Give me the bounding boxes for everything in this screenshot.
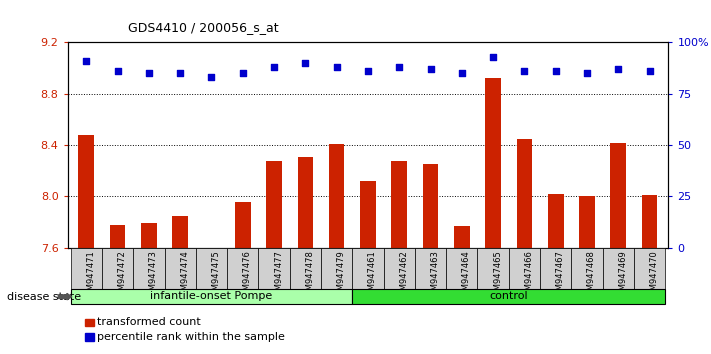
Bar (486, 78, 501, 248)
Text: GSM947470: GSM947470 (650, 250, 658, 301)
Point (582, 70, 593, 76)
Bar (78, 135, 94, 248)
FancyBboxPatch shape (289, 248, 321, 289)
Text: disease state: disease state (7, 292, 81, 302)
Bar (172, 216, 188, 248)
Bar (423, 164, 439, 248)
Text: infantile-onset Pompe: infantile-onset Pompe (150, 291, 272, 302)
FancyBboxPatch shape (384, 248, 415, 289)
Point (550, 68, 562, 74)
Bar (235, 201, 250, 248)
Bar (203, 248, 219, 249)
Point (112, 68, 123, 74)
Bar (611, 143, 626, 248)
Bar (579, 196, 595, 248)
FancyBboxPatch shape (70, 248, 102, 289)
Text: GSM947466: GSM947466 (525, 250, 533, 301)
Text: percentile rank within the sample: percentile rank within the sample (97, 332, 284, 342)
Bar (266, 161, 282, 248)
Text: GSM947464: GSM947464 (462, 250, 471, 301)
Bar (517, 139, 533, 248)
Point (237, 70, 248, 76)
Text: GSM947465: GSM947465 (493, 250, 502, 301)
FancyBboxPatch shape (102, 248, 133, 289)
Bar (548, 194, 564, 248)
Point (362, 68, 374, 74)
FancyBboxPatch shape (509, 248, 540, 289)
FancyBboxPatch shape (133, 248, 164, 289)
Point (80, 58, 92, 64)
FancyBboxPatch shape (447, 248, 478, 289)
FancyBboxPatch shape (196, 248, 227, 289)
Text: GSM947472: GSM947472 (117, 250, 127, 301)
Text: GSM947471: GSM947471 (86, 250, 95, 301)
Text: GSM947461: GSM947461 (368, 250, 377, 301)
Text: GSM947477: GSM947477 (274, 250, 283, 301)
Point (143, 70, 154, 76)
Text: GSM947474: GSM947474 (180, 250, 189, 301)
FancyBboxPatch shape (540, 248, 572, 289)
Text: GSM947478: GSM947478 (305, 250, 314, 301)
Point (205, 75, 217, 80)
FancyBboxPatch shape (352, 289, 665, 304)
FancyBboxPatch shape (352, 248, 384, 289)
FancyBboxPatch shape (227, 248, 258, 289)
Text: GSM947475: GSM947475 (211, 250, 220, 301)
Point (331, 64, 342, 70)
FancyBboxPatch shape (258, 248, 289, 289)
Text: GSM947468: GSM947468 (587, 250, 596, 301)
Bar (297, 157, 313, 248)
Text: GDS4410 / 200056_s_at: GDS4410 / 200056_s_at (128, 21, 279, 34)
Text: GSM947473: GSM947473 (149, 250, 158, 301)
FancyBboxPatch shape (603, 248, 634, 289)
Bar (141, 223, 156, 248)
FancyBboxPatch shape (634, 248, 665, 289)
Text: GSM947479: GSM947479 (336, 250, 346, 301)
Bar (392, 161, 407, 248)
Point (644, 68, 656, 74)
Bar (454, 226, 470, 248)
Text: GSM947467: GSM947467 (556, 250, 565, 301)
Point (519, 68, 530, 74)
Point (174, 70, 186, 76)
Bar (328, 144, 344, 248)
Point (394, 64, 405, 70)
Text: control: control (489, 291, 528, 302)
Point (613, 66, 624, 72)
Bar (360, 181, 376, 248)
Point (425, 66, 437, 72)
Point (488, 54, 499, 60)
FancyBboxPatch shape (415, 248, 447, 289)
FancyBboxPatch shape (321, 248, 352, 289)
Text: transformed count: transformed count (97, 318, 201, 327)
Bar (642, 195, 658, 248)
Point (268, 64, 279, 70)
Bar (109, 225, 125, 248)
Text: GSM947476: GSM947476 (242, 250, 252, 301)
Text: GSM947463: GSM947463 (431, 250, 439, 301)
FancyBboxPatch shape (572, 248, 603, 289)
Point (456, 70, 468, 76)
Text: GSM947469: GSM947469 (619, 250, 627, 301)
Text: GSM947462: GSM947462 (400, 250, 408, 301)
FancyBboxPatch shape (70, 289, 352, 304)
Point (299, 60, 311, 66)
FancyBboxPatch shape (478, 248, 509, 289)
FancyBboxPatch shape (164, 248, 196, 289)
